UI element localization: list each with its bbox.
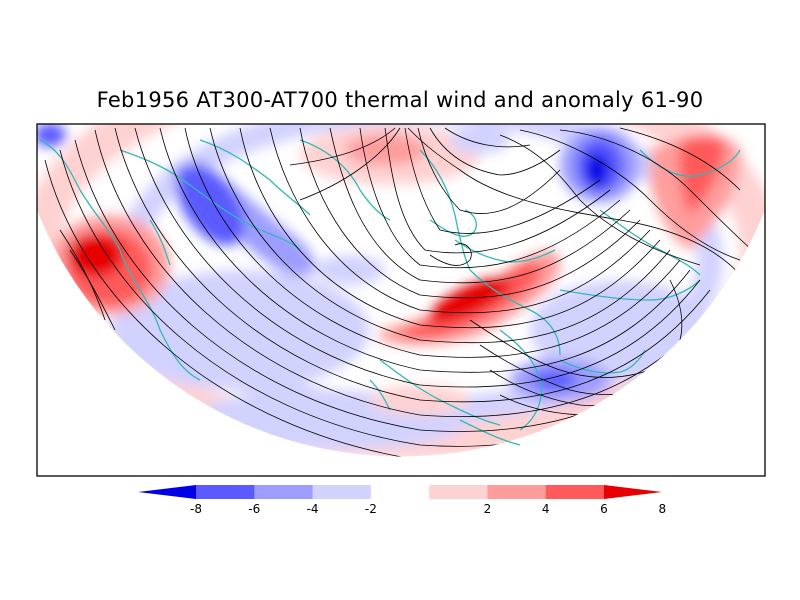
colorbar: -8 -6 -4 -2 2 4 6 8 [138, 485, 666, 516]
colorbar-segment [254, 485, 314, 499]
colorbar-tick-label: 8 [658, 502, 666, 516]
map-frame [36, 123, 766, 477]
page-title: Feb1956 AT300-AT700 thermal wind and ano… [96, 88, 704, 112]
colorbar-tick-label: -2 [365, 502, 377, 516]
colorbar-tick-label: -4 [307, 502, 319, 516]
colorbar-tick-label: 6 [600, 502, 608, 516]
colorbar-tick-label: 2 [484, 502, 492, 516]
thermal-wind-streamlines [44, 127, 753, 457]
colorbar-segment [487, 485, 547, 499]
colorbar-segment [370, 485, 430, 499]
colorbar-segment [138, 485, 196, 499]
colorbar-segment [604, 485, 662, 499]
colorbar-segment [312, 485, 372, 499]
map-area [36, 123, 766, 477]
colorbar-tick-label: -6 [248, 502, 260, 516]
colorbar-tick-label: 4 [542, 502, 550, 516]
colorbar-segment [545, 485, 605, 499]
colorbar-segment [429, 485, 488, 499]
colorbar-tick-label: -8 [190, 502, 202, 516]
colorbar-segment [196, 485, 255, 499]
